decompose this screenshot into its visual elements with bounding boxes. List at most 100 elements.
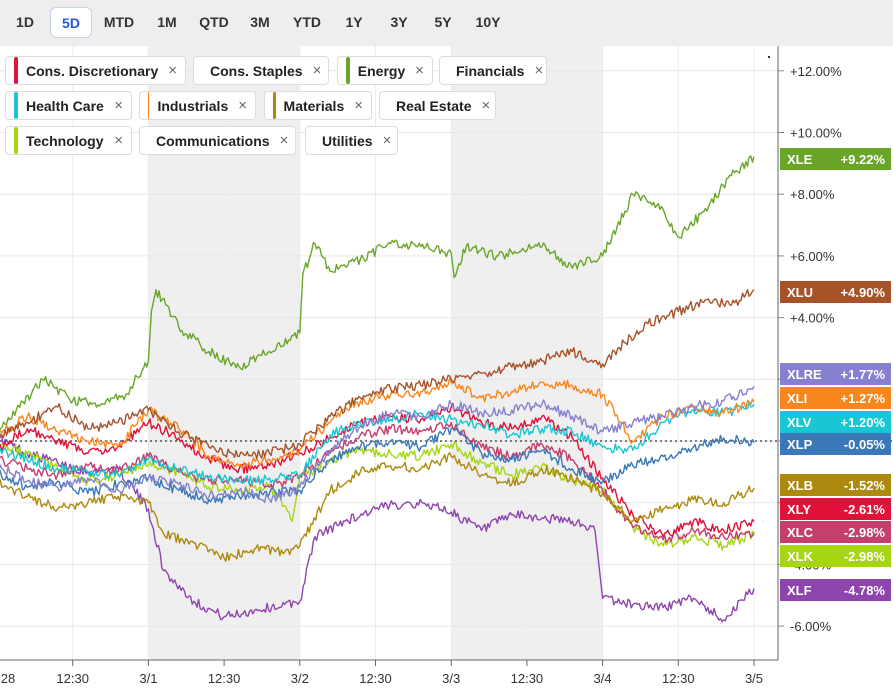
value-label-xlv-ticker: XLV — [787, 415, 812, 430]
period-toolbar: 1D 5D MTD 1M QTD 3M YTD 1Y 3Y 5Y 10Y — [0, 0, 893, 46]
legend-label: Cons. Discretionary — [25, 62, 159, 79]
legend-swatch — [14, 92, 18, 119]
legend-label: Cons. Staples — [210, 62, 303, 79]
legend-item-communications[interactable]: Communications × — [139, 126, 296, 155]
tab-qtd[interactable]: QTD — [199, 14, 229, 30]
x-tick-label: 12:30 — [208, 671, 241, 686]
close-icon[interactable]: × — [481, 97, 491, 114]
x-tick-label: 3/3 — [442, 671, 460, 686]
value-label-xly-bg — [780, 498, 891, 520]
legend-label: Financials — [456, 62, 525, 79]
tab-3y[interactable]: 3Y — [390, 14, 408, 30]
tab-5d[interactable]: 5D — [50, 7, 92, 38]
series-line-xlf — [0, 435, 755, 623]
value-label-xlre-value: +1.77% — [841, 367, 886, 382]
y-tick-label: +12.00% — [790, 64, 842, 79]
y-tick-label: +4.00% — [790, 311, 835, 326]
series-line-xle — [0, 155, 755, 432]
x-tick-label: 12:30 — [511, 671, 544, 686]
x-tick-label: 3/2 — [291, 671, 309, 686]
close-icon[interactable]: × — [279, 132, 289, 149]
x-tick-label: 3/5 — [745, 671, 763, 686]
value-label-xlp-ticker: XLP — [787, 437, 813, 452]
value-label-xlf-bg — [780, 579, 891, 601]
tab-1y[interactable]: 1Y — [345, 14, 363, 30]
value-label-xle-value: +9.22% — [841, 152, 886, 167]
y-tick-label: +10.00% — [790, 126, 842, 141]
tab-3m[interactable]: 3M — [250, 14, 270, 30]
legend-item-cons-staples[interactable]: Cons. Staples × — [193, 56, 329, 85]
legend-item-materials[interactable]: Materials × — [264, 91, 372, 120]
close-icon[interactable]: × — [114, 97, 123, 114]
y-tick-label: +6.00% — [790, 249, 835, 264]
value-label-xlk-bg — [780, 545, 891, 567]
legend-item-financials[interactable]: Financials × — [439, 56, 547, 85]
legend-label: Utilities — [322, 132, 373, 149]
value-label-xlc-ticker: XLC — [787, 525, 814, 540]
y-tick-label: -6.00% — [790, 619, 832, 634]
x-tick-label: 12:30 — [662, 671, 695, 686]
legend-item-technology[interactable]: Technology × — [5, 126, 132, 155]
tab-1d[interactable]: 1D — [16, 14, 34, 30]
value-label-xlk-ticker: XLK — [787, 549, 814, 564]
legend-label: Industrials — [157, 97, 229, 114]
value-label-xly-ticker: XLY — [787, 502, 811, 517]
series-line-xli — [0, 377, 755, 469]
close-icon[interactable]: × — [382, 132, 392, 149]
x-tick-label: 28 — [1, 671, 15, 686]
series-line-xly — [0, 402, 755, 538]
close-icon[interactable]: × — [534, 62, 544, 79]
value-label-xlre-bg — [780, 363, 891, 385]
series-line-xlu — [0, 289, 755, 460]
value-label-xlb-bg — [780, 474, 891, 496]
legend-swatch — [346, 57, 350, 84]
legend-item-health-care[interactable]: Health Care × — [5, 91, 132, 120]
value-label-xlc-value: -2.98% — [844, 525, 886, 540]
value-label-xli-bg — [780, 387, 891, 409]
value-label-xly-value: -2.61% — [844, 502, 886, 517]
legend-label: Energy — [357, 62, 406, 79]
x-tick-label: 3/1 — [139, 671, 157, 686]
value-label-xlu-bg — [780, 281, 891, 303]
x-tick-label: 3/4 — [594, 671, 612, 686]
legend-label: Communications — [156, 132, 270, 149]
legend-label: Technology — [26, 132, 104, 149]
close-icon[interactable]: × — [238, 97, 247, 114]
close-icon[interactable]: × — [415, 62, 424, 79]
legend-item-cons-discretionary[interactable]: Cons. Discretionary × — [5, 56, 186, 85]
legend-item-real-estate[interactable]: Real Estate × — [379, 91, 496, 120]
value-label-xlk-value: -2.98% — [844, 549, 886, 564]
series-line-xlb — [0, 452, 755, 562]
legend-swatch — [14, 57, 18, 84]
close-icon[interactable]: × — [168, 62, 177, 79]
value-label-xlv-bg — [780, 411, 891, 433]
tab-ytd[interactable]: YTD — [293, 14, 321, 30]
value-label-xle-ticker: XLE — [787, 152, 813, 167]
tab-mtd[interactable]: MTD — [103, 14, 135, 30]
legend-label: Materials — [283, 97, 345, 114]
close-icon[interactable]: × — [114, 132, 123, 149]
tab-5y[interactable]: 5Y — [434, 14, 452, 30]
close-icon[interactable]: × — [312, 62, 322, 79]
tab-10y[interactable]: 10Y — [475, 14, 501, 30]
tab-1m[interactable]: 1M — [157, 14, 177, 30]
series-line-xlp — [0, 426, 755, 505]
close-icon[interactable]: × — [354, 97, 363, 114]
legend-swatch — [148, 92, 150, 119]
x-tick-label: 12:30 — [359, 671, 392, 686]
value-label-xli-ticker: XLI — [787, 391, 807, 406]
legend-swatch — [273, 92, 276, 119]
value-label-xlv-value: +1.20% — [841, 415, 886, 430]
value-label-xlre-ticker: XLRE — [787, 367, 822, 382]
value-label-xlc-bg — [780, 521, 891, 543]
legend-label: Real Estate — [396, 97, 472, 114]
legend-label: Health Care — [26, 97, 104, 114]
value-label-xlu-ticker: XLU — [787, 285, 813, 300]
value-label-xle-bg — [780, 148, 891, 170]
legend-swatch — [14, 127, 18, 154]
legend-item-utilities[interactable]: Utilities × — [305, 126, 398, 155]
legend-item-industrials[interactable]: Industrials × — [139, 91, 256, 120]
value-label-xlu-value: +4.90% — [841, 285, 886, 300]
legend-item-energy[interactable]: Energy × — [337, 56, 433, 85]
value-label-xlp-value: -0.05% — [844, 437, 886, 452]
